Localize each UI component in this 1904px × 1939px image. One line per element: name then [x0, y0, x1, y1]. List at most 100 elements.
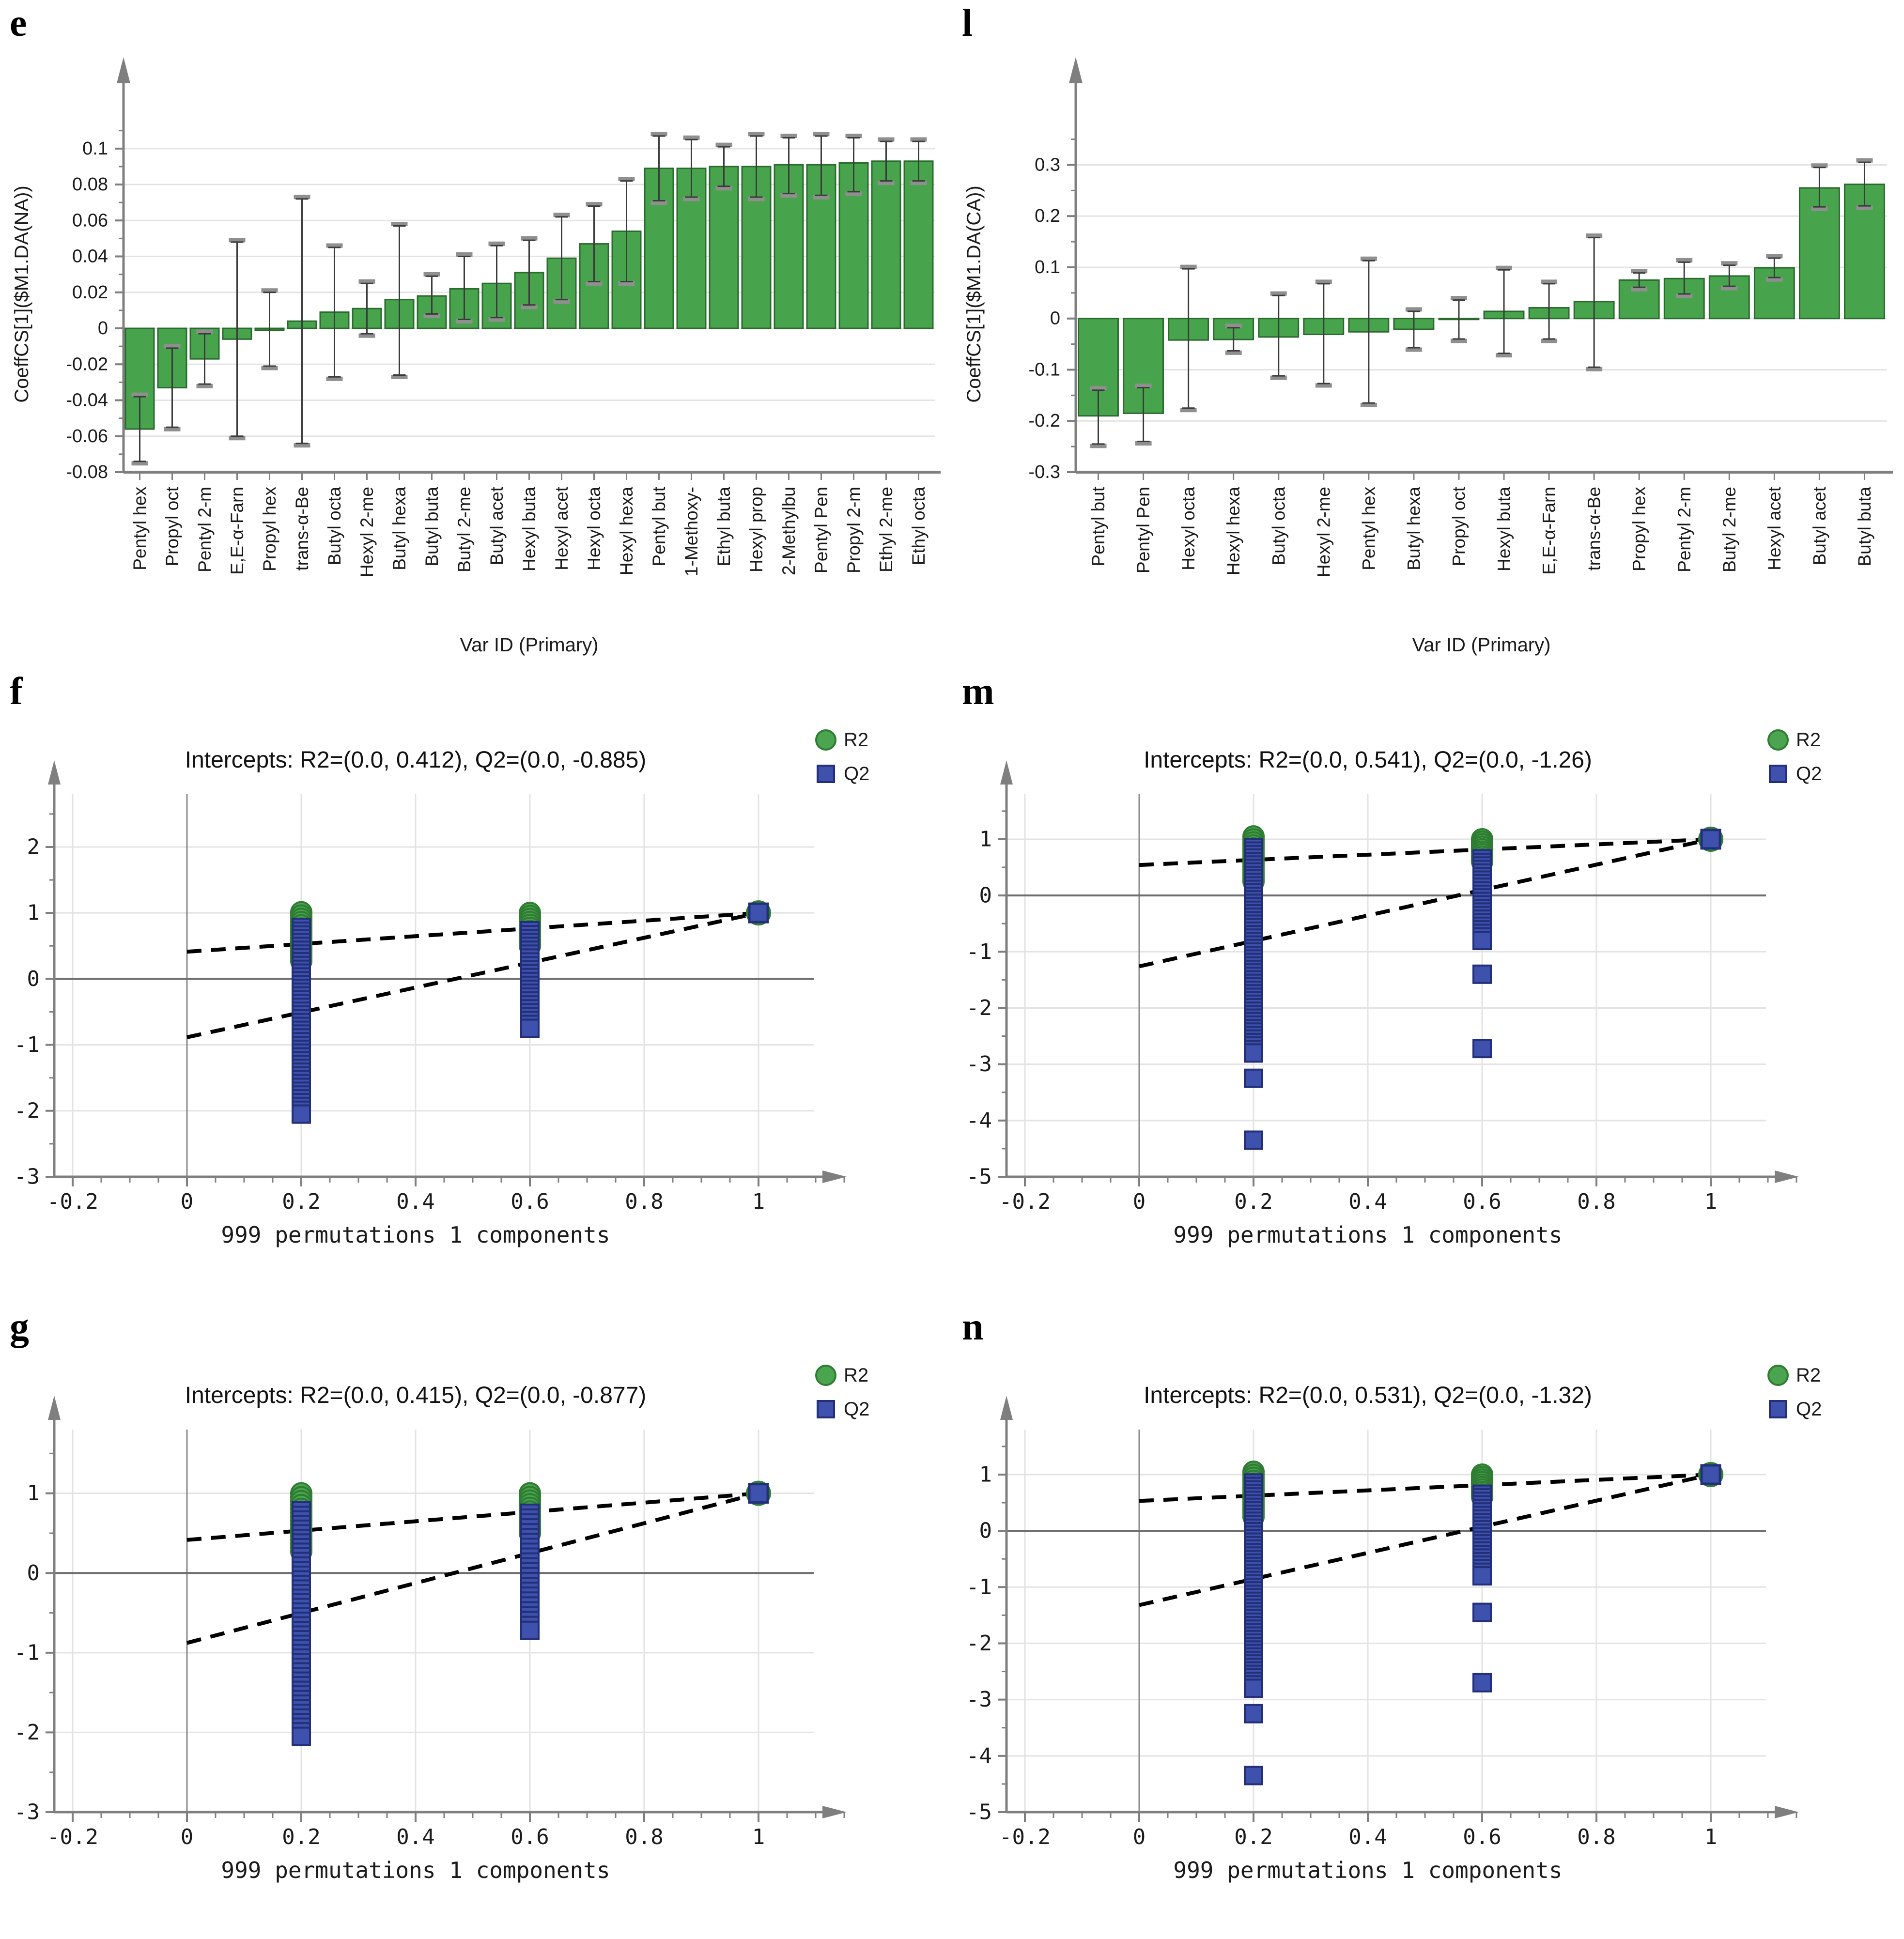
x-tick-label: 0.6 [511, 1825, 549, 1849]
y-tick-label: -0.08 [66, 462, 108, 482]
x-tick-label: Butyl buta [1855, 487, 1874, 567]
q2-point [520, 1620, 540, 1640]
q2-point [520, 1018, 540, 1038]
y-tick-label: 0.2 [1035, 206, 1060, 226]
x-tick-label: 0.6 [511, 1189, 549, 1214]
q2-point [1244, 1043, 1263, 1063]
x-tick-label: Propyl oct [1449, 486, 1469, 566]
regression-lines [1139, 1472, 1711, 1607]
y-tick-label: 0 [1050, 308, 1060, 329]
q2-point [1472, 1566, 1492, 1586]
x-tick-label: 0 [181, 1825, 194, 1849]
x-tick-label: Hexyl acet [1765, 486, 1784, 570]
panel-letter-n: n [962, 1306, 984, 1348]
q2-point [1472, 931, 1492, 951]
panel-m-chart-host: Intercepts: R2=(0.0, 0.541), Q2=(0.0, -1… [952, 668, 1904, 1304]
y-tick-label: -2 [966, 996, 992, 1020]
error-bars-group [131, 132, 927, 466]
panel-f-chart-host: Intercepts: R2=(0.0, 0.412), Q2=(0.0, -0… [0, 668, 952, 1304]
x-axis-arrow-icon [822, 1170, 847, 1183]
axes-group: 1 0 -1 -2 -3 -4 -5 -0.2 0 0.2 0.4 0.6 0.8 1 [966, 1396, 1799, 1849]
panel-m: m Intercepts: R2=(0.0, 0.541), Q2=(0.0, … [952, 668, 1904, 1304]
x-tick-label: E,E-α-Farn [1539, 487, 1559, 575]
y-tick-label: -1 [14, 1032, 40, 1057]
q2-regression-line [1139, 1473, 1711, 1607]
x-tick-label: 0.2 [1234, 1189, 1272, 1214]
scatter-points [1242, 825, 1723, 1150]
legend-r2-label: R2 [844, 1365, 868, 1386]
panel-n-chart-host: Intercepts: R2=(0.0, 0.531), Q2=(0.0, -1… [952, 1304, 1904, 1939]
x-tick-label: Butyl octa [325, 487, 344, 566]
q2-regression-line [186, 1491, 759, 1645]
legend: R2 Q2 [1767, 729, 1822, 785]
r2-regression-line [186, 1491, 759, 1542]
y-tick-label: 1 [27, 1481, 40, 1506]
y-tick-label: 0.3 [1035, 154, 1060, 175]
y-axis-arrow-icon [48, 1396, 61, 1420]
bars-group [1078, 184, 1885, 417]
regression-lines [186, 1491, 759, 1645]
x-tick-label: Pentyl hex [1359, 487, 1378, 570]
y-axis-title: CoeffCS[1]($M1.DA(CA)) [963, 185, 985, 402]
q2-outlier-point [1244, 1704, 1263, 1724]
x-tick-label: Ethyl 2-me [876, 487, 896, 572]
bar [903, 160, 934, 329]
y-tick-label: 0 [979, 1519, 992, 1543]
x-tick-label: Pentyl 2-m [1674, 487, 1694, 572]
q2-regression-line [186, 911, 759, 1039]
y-tick-label: -0.2 [1029, 411, 1060, 431]
legend-r2-marker-icon [1767, 729, 1789, 751]
x-tick-label: 1 [752, 1189, 765, 1214]
permutation-chart-n: Intercepts: R2=(0.0, 0.531), Q2=(0.0, -1… [966, 1365, 1822, 1883]
x-tick-label: 0.8 [1577, 1825, 1615, 1849]
x-labels-group: Pentyl hex Propyl oct Pentyl 2-m E,E-α-Farn… [130, 486, 929, 577]
q2-outlier-point [1244, 1068, 1263, 1088]
y-tick-label: -4 [966, 1743, 992, 1768]
x-tick-label: Hexyl prop [746, 487, 766, 572]
x-tick-label: Hexyl octa [1178, 487, 1198, 570]
y-tick-label: -3 [14, 1800, 40, 1825]
x-tick-label: Pentyl but [1088, 486, 1108, 566]
grid-group [54, 1430, 814, 1813]
y-tick-label: 0 [27, 967, 40, 991]
x-tick-label: 0.8 [1577, 1189, 1615, 1214]
q2-outlier-point [1472, 1039, 1492, 1059]
x-tick-label: 0.2 [282, 1825, 320, 1849]
x-tick-label: -0.2 [47, 1189, 98, 1214]
x-tick-label: Hexyl buta [1494, 487, 1514, 571]
y-axis-title: CoeffCS[1]($M1.DA(NA)) [11, 185, 32, 402]
y-axis-arrow-icon [1000, 1396, 1013, 1420]
permutation-chart-f: Intercepts: R2=(0.0, 0.412), Q2=(0.0, -0… [14, 729, 869, 1248]
y-tick-label: -0.02 [66, 354, 108, 374]
x-tick-label: Ethyl octa [909, 487, 929, 566]
y-tick-label: 0 [27, 1561, 40, 1585]
axes-group: 1 0 -1 -2 -3 -0.2 0 0.2 0.4 0.6 0.8 1 [14, 1396, 847, 1849]
legend: R2 Q2 [815, 1365, 869, 1420]
legend-r2-label: R2 [844, 729, 868, 751]
x-tick-label: 0 [1133, 1189, 1146, 1214]
x-axis-arrow-icon [822, 1806, 847, 1818]
y-tick-label: -5 [966, 1165, 992, 1189]
y-tick-label: -0.06 [66, 426, 108, 446]
x-tick-label: Hexyl 2-me [357, 487, 377, 577]
axes-group: 1 0 -1 -2 -3 -4 -5 -0.2 0 0.2 0.4 0.6 0.8 1 [966, 760, 1799, 1214]
reference-q2-point [1700, 1464, 1721, 1485]
x-tick-label: Propyl hex [260, 487, 279, 571]
axes-group: 2 1 0 -1 -2 -3 -0.2 0 0.2 0.4 0.6 0.8 1 [14, 760, 847, 1214]
grid-group [1006, 1430, 1766, 1813]
x-tick-label: Ethyl buta [714, 487, 734, 567]
legend-r2-marker-icon [815, 729, 836, 751]
q2-point [1244, 1678, 1263, 1698]
x-tick-label: Propyl oct [162, 486, 182, 566]
x-tick-label: 0 [1133, 1825, 1146, 1849]
legend-r2-label: R2 [1796, 729, 1821, 751]
y-tick-label: 1 [979, 827, 992, 851]
x-tick-label: 0.4 [396, 1189, 434, 1214]
x-tick-label: Propyl hex [1629, 487, 1649, 571]
x-axis-arrow-icon [1775, 1170, 1799, 1183]
legend-q2-label: Q2 [844, 763, 869, 785]
x-tick-label: -0.2 [999, 1189, 1051, 1214]
panel-letter-l: l [962, 2, 973, 45]
q2-outlier-point [1244, 1766, 1263, 1785]
y-tick-label: -0.1 [1029, 359, 1060, 380]
